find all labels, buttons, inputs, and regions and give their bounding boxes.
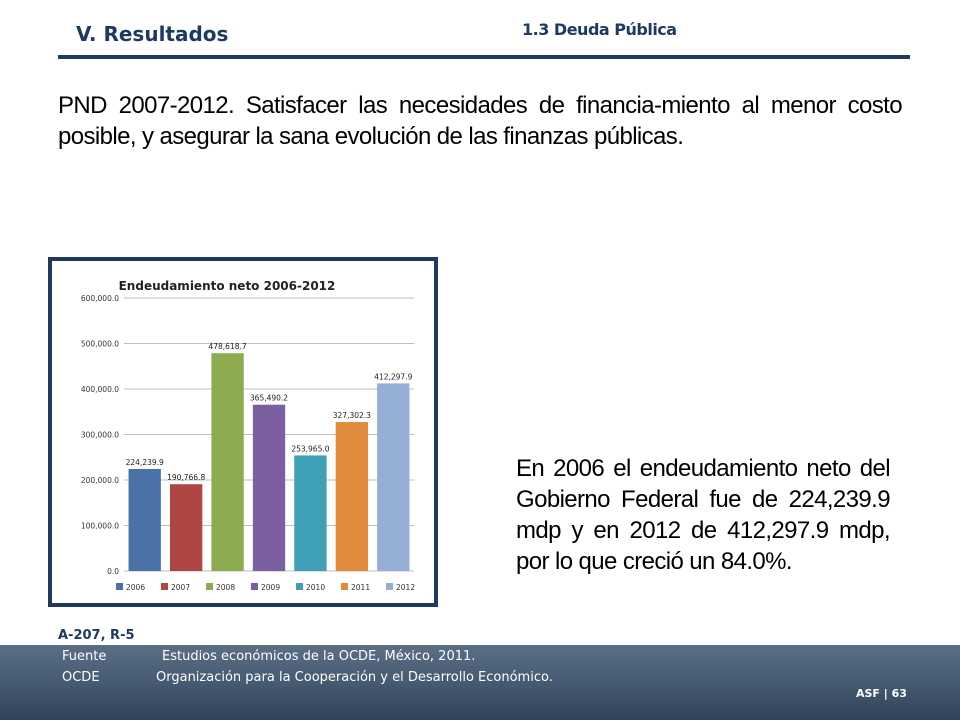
chart-title: Endeudamiento neto 2006-2012 [119, 279, 336, 293]
y-tick-label: 0.0 [107, 567, 119, 576]
reference-code: A-207, R-5 [58, 628, 135, 643]
bar-2011 [335, 422, 369, 571]
y-tick-label: 100,000.0 [81, 522, 119, 531]
legend-label: 2011 [351, 583, 370, 592]
legend-label: 2009 [261, 583, 280, 592]
legend-swatch [251, 583, 258, 590]
bar-2008 [211, 353, 244, 571]
y-tick-label: 200,000.0 [81, 476, 119, 485]
footer-bar [0, 645, 960, 720]
legend-label: 2006 [126, 583, 145, 592]
legend-swatch [116, 583, 123, 590]
data-label: 190,766.8 [167, 473, 205, 482]
legend-swatch [161, 583, 168, 590]
bar-2010 [294, 455, 327, 571]
legend-swatch [206, 583, 213, 590]
body-text: En 2006 el endeudamiento neto del Gobier… [516, 455, 891, 575]
legend-swatch [386, 583, 393, 590]
legend-swatch [341, 583, 348, 590]
footer-value: Estudios económicos de la OCDE, México, … [162, 649, 476, 664]
chart-frame: Endeudamiento neto 2006-2012 0.0 100,000.… [48, 257, 438, 607]
footer-line-source: Fuente Estudios económicos de la OCDE, M… [62, 649, 862, 667]
bar-2007 [169, 484, 203, 571]
lead-text: PND 2007-2012. Satisfacer las necesidade… [58, 92, 903, 150]
y-tick-label: 600,000.0 [81, 294, 119, 303]
header-divider [58, 55, 910, 59]
page-number: ASF | 63 [856, 687, 907, 700]
section-title: V. Resultados [76, 22, 229, 46]
section-subtitle: 1.3 Deuda Pública [522, 20, 677, 39]
legend-label: 2007 [171, 583, 190, 592]
footer-key: OCDE [62, 670, 100, 685]
data-label: 365,490.2 [250, 394, 288, 403]
data-label: 327,302.3 [333, 411, 371, 420]
data-label: 224,239.9 [126, 458, 164, 467]
legend-label: 2010 [306, 583, 325, 592]
y-tick-label: 500,000.0 [81, 340, 119, 349]
data-label: 253,965.0 [291, 444, 329, 453]
footer-key: Fuente [62, 649, 107, 664]
bar-2012 [377, 383, 410, 571]
y-tick-label: 300,000.0 [81, 431, 119, 440]
data-label: 412,297.9 [374, 372, 412, 381]
bar-2006 [128, 468, 161, 571]
footer-line-ocde: OCDE Organización para la Cooperación y … [62, 670, 862, 688]
footer-value: Organización para la Cooperación y el De… [156, 670, 553, 685]
y-tick-label: 400,000.0 [81, 385, 119, 394]
legend-label: 2012 [396, 583, 415, 592]
legend-swatch [296, 583, 303, 590]
legend-label: 2008 [216, 583, 235, 592]
bar-2009 [252, 404, 286, 571]
bar-chart: Endeudamiento neto 2006-2012 0.0 100,000.… [81, 279, 415, 592]
data-label: 478,618.7 [208, 342, 246, 351]
